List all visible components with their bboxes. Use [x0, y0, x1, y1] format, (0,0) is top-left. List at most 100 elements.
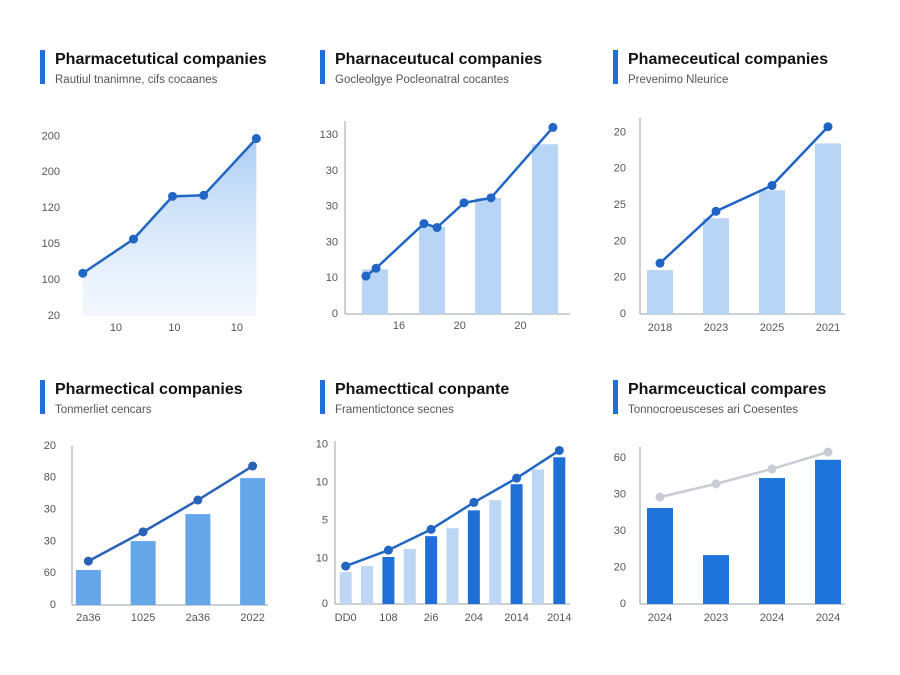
line	[87, 464, 254, 563]
chart-subtitle: Gocleolgye Pocleonatral cocantes	[335, 74, 509, 86]
bar	[475, 197, 502, 314]
y-tick-label: 0	[50, 599, 56, 611]
x-tick-label: 10	[110, 322, 122, 334]
line-point	[83, 556, 93, 566]
line	[365, 126, 554, 278]
bar	[647, 507, 673, 604]
x-tick-label: 2014	[547, 612, 571, 624]
bar	[703, 218, 729, 314]
line-point	[469, 497, 479, 507]
line-point	[138, 527, 148, 537]
line-point	[419, 219, 429, 229]
y-tick-label: 30	[614, 488, 626, 500]
chart-title: Pharmacetutical companies	[55, 51, 267, 68]
y-tick-label: 20	[614, 235, 626, 247]
y-tick-label: 20	[614, 561, 626, 573]
bar	[759, 190, 785, 314]
y-tick-label: 130	[320, 129, 338, 141]
x-tick-label: 2024	[760, 612, 784, 624]
bar	[703, 555, 729, 604]
chart-title: Phameceutical companies	[628, 51, 828, 68]
chart-subtitle: Tonnocroeusceses ari Coesentes	[628, 404, 798, 416]
y-tick-label: 120	[42, 202, 60, 214]
line-point	[383, 545, 393, 555]
y-tick-label: 10	[316, 477, 328, 489]
line-point	[554, 445, 564, 455]
x-tick-label: 2022	[240, 612, 264, 624]
y-tick-label: 30	[326, 201, 338, 213]
y-tick-label: 30	[44, 535, 56, 547]
line-point	[655, 492, 665, 502]
line-point	[248, 461, 258, 471]
chart-subtitle: Tonmerliet cencars	[55, 404, 152, 416]
bar	[815, 143, 841, 314]
x-tick-label: 2025	[760, 322, 784, 334]
line-point	[371, 263, 381, 273]
x-tick-label: 2023	[704, 322, 728, 334]
bar	[419, 226, 446, 314]
bar	[75, 570, 101, 605]
y-tick-label: 20	[48, 310, 60, 322]
y-tick-label: 0	[620, 308, 626, 320]
line-point	[251, 134, 261, 144]
x-tick-label: 1025	[131, 612, 155, 624]
line-point	[193, 495, 203, 505]
chart-subtitle: Prevenimo Nleurice	[628, 74, 728, 86]
chart-title: Phamecttical conpante	[335, 381, 509, 398]
line-point	[711, 206, 721, 216]
y-tick-label: 20	[614, 272, 626, 284]
bar	[531, 469, 544, 604]
chart-title: Pharmectical companies	[55, 381, 243, 398]
y-tick-label: 0	[332, 308, 338, 320]
x-tick-label: 2014	[504, 612, 528, 624]
line-point	[486, 193, 496, 203]
title-accent	[613, 380, 618, 414]
bar	[553, 457, 566, 604]
bar	[240, 478, 266, 605]
y-tick-label: 20	[614, 126, 626, 138]
bar	[382, 556, 395, 604]
line	[659, 450, 829, 499]
y-tick-label: 60	[44, 567, 56, 579]
line-point	[823, 122, 833, 132]
y-tick-label: 10	[316, 552, 328, 564]
line	[659, 125, 829, 265]
x-tick-label: 2023	[704, 612, 728, 624]
title-accent	[320, 50, 325, 84]
line-point	[129, 234, 138, 244]
line-point	[767, 181, 777, 191]
title-accent	[40, 50, 45, 84]
x-tick-label: 108	[379, 612, 397, 624]
x-tick-label: 2024	[648, 612, 672, 624]
x-tick-label: 2a36	[186, 612, 210, 624]
title-accent	[40, 380, 45, 414]
x-tick-label: 2021	[816, 322, 840, 334]
y-tick-label: 25	[614, 199, 626, 211]
bar	[759, 478, 785, 604]
x-tick-label: 2i6	[424, 612, 439, 624]
bar	[185, 514, 211, 605]
y-tick-label: 10	[316, 439, 328, 451]
bar	[467, 510, 480, 604]
y-tick-label: 30	[326, 165, 338, 177]
line-point	[78, 268, 88, 278]
line-point	[548, 122, 558, 132]
line-point	[711, 479, 721, 489]
line-point	[199, 190, 209, 200]
y-tick-label: 10	[326, 272, 338, 284]
y-tick-label: 200	[42, 130, 60, 142]
x-tick-label: 10	[231, 322, 243, 334]
bar	[361, 566, 374, 604]
bar	[489, 500, 502, 604]
line-point	[361, 271, 371, 281]
y-tick-label: 105	[42, 238, 60, 250]
line	[345, 449, 560, 568]
y-tick-label: 0	[322, 598, 328, 610]
line-point	[168, 191, 177, 201]
y-tick-label: 30	[326, 236, 338, 248]
x-tick-label: 16	[393, 320, 405, 332]
bar	[446, 528, 459, 604]
bar	[510, 484, 523, 604]
x-tick-label: 10	[168, 322, 180, 334]
